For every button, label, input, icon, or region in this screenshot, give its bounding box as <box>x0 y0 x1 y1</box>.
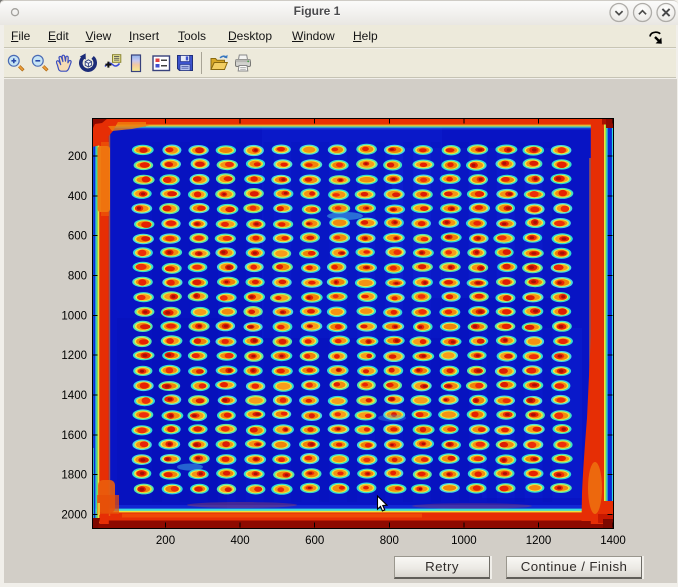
svg-text:400: 400 <box>68 191 87 203</box>
svg-text:800: 800 <box>380 535 399 547</box>
svg-text:800: 800 <box>68 271 87 283</box>
svg-text:1200: 1200 <box>526 535 552 547</box>
svg-text:600: 600 <box>68 231 87 243</box>
svg-text:1200: 1200 <box>61 350 87 362</box>
svg-text:1400: 1400 <box>600 535 626 547</box>
svg-text:2000: 2000 <box>61 510 87 522</box>
svg-text:200: 200 <box>68 151 87 163</box>
svg-text:1600: 1600 <box>61 430 87 442</box>
svg-text:200: 200 <box>156 535 175 547</box>
svg-text:1400: 1400 <box>61 390 87 402</box>
svg-text:400: 400 <box>231 535 250 547</box>
svg-text:1000: 1000 <box>451 535 477 547</box>
svg-text:1800: 1800 <box>61 470 87 482</box>
svg-text:1000: 1000 <box>61 310 87 322</box>
svg-text:600: 600 <box>305 535 324 547</box>
